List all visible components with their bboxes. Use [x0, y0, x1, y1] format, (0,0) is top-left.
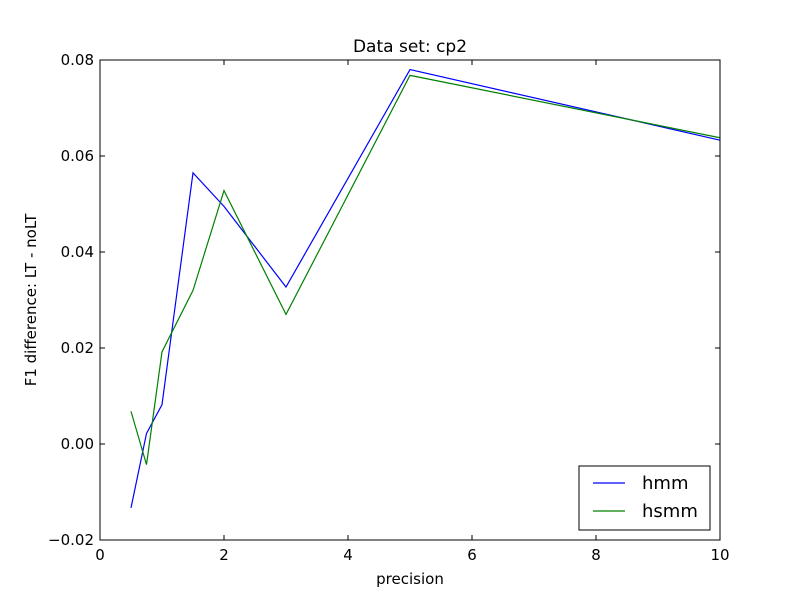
legend-frame — [578, 465, 711, 531]
y-axis-ticks: −0.02 0.00 0.02 0.04 0.06 0.08 — [48, 51, 720, 549]
y-tick-label: 0.04 — [61, 243, 94, 261]
x-axis-ticks: 0 2 4 6 8 10 — [95, 60, 730, 564]
series-line-hmm — [130, 68, 721, 508]
chart-title: Data set: cp2 — [353, 37, 467, 57]
y-tick-label: 0.06 — [61, 147, 94, 165]
y-tick-label: 0.08 — [61, 51, 94, 69]
legend: hmm hsmm — [578, 465, 711, 531]
x-tick-label: 8 — [591, 546, 601, 564]
y-tick-label: 0.00 — [61, 435, 94, 453]
y-tick-label: −0.02 — [48, 531, 94, 549]
legend-label-hmm: hmm — [642, 473, 688, 494]
x-tick-label: 10 — [710, 546, 729, 564]
series-layer — [130, 68, 721, 508]
plot-area: 0 2 4 6 8 10 −0.02 0.00 0.02 0.04 0.06 0.08 — [48, 51, 730, 564]
x-tick-label: 6 — [467, 546, 477, 564]
x-axis-label: precision — [376, 570, 444, 588]
legend-label-hsmm: hsmm — [642, 501, 698, 522]
x-tick-label: 4 — [343, 546, 353, 564]
plot-frame — [99, 59, 721, 541]
y-tick-label: 0.02 — [61, 339, 94, 357]
x-tick-label: 2 — [219, 546, 229, 564]
x-tick-label: 0 — [95, 546, 105, 564]
y-axis-label: F1 difference: LT - noLT — [22, 213, 40, 386]
series-line-hsmm — [130, 74, 721, 465]
